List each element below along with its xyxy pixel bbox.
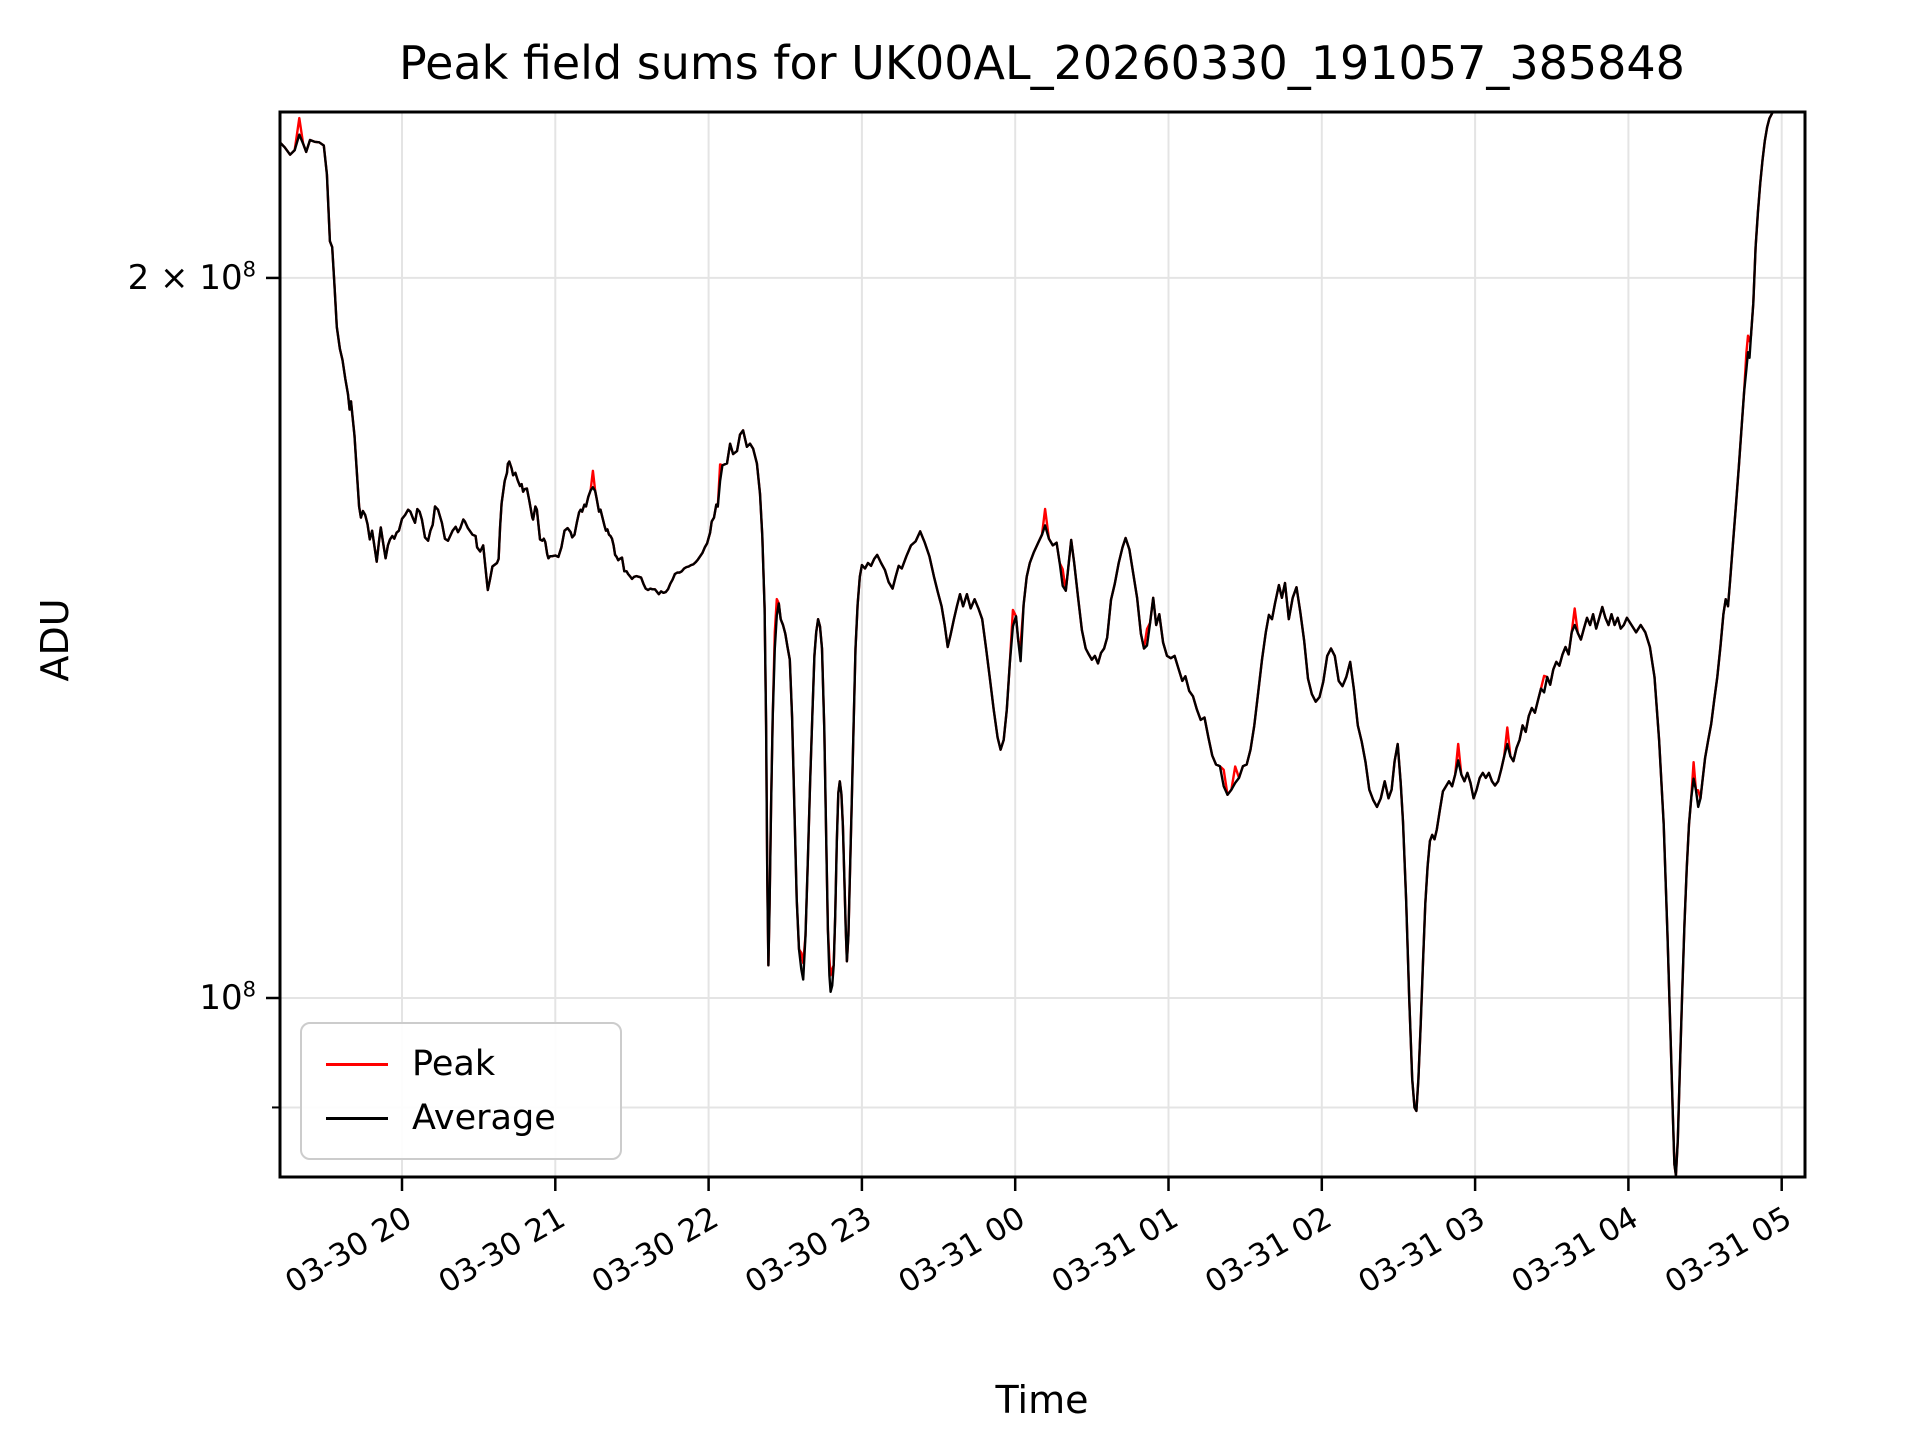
x-tick-label: 03-31 01 <box>1046 1200 1185 1301</box>
legend-item-average: Average <box>326 1098 596 1138</box>
x-tick-label: 03-30 20 <box>279 1200 418 1301</box>
y-axis-label: ADU <box>33 598 77 682</box>
plot-border <box>278 110 1807 1179</box>
legend-line-average-icon <box>326 1116 388 1120</box>
legend-label-peak: Peak <box>412 1044 496 1084</box>
series-peak <box>281 112 1776 1177</box>
x-axis-label: Time <box>995 1378 1089 1422</box>
y-tick-label-2e8: 2 × 108 <box>127 256 256 298</box>
x-tick-label: 03-31 05 <box>1659 1200 1798 1301</box>
x-tick-label: 03-31 00 <box>892 1200 1031 1301</box>
legend: Peak Average <box>300 1022 622 1160</box>
chart-title: Peak field sums for UK00AL_20260330_1910… <box>399 36 1685 90</box>
legend-label-average: Average <box>412 1098 556 1138</box>
legend-item-peak: Peak <box>326 1044 596 1084</box>
x-tick-label: 03-31 02 <box>1199 1200 1338 1301</box>
y-tick-label-1e8: 108 <box>199 976 256 1018</box>
x-tick-label: 03-30 23 <box>739 1200 878 1301</box>
legend-line-peak-icon <box>326 1062 388 1066</box>
x-tick-label: 03-30 22 <box>586 1200 725 1301</box>
x-tick-label: 03-30 21 <box>433 1200 572 1301</box>
series-average <box>281 112 1776 1177</box>
x-tick-label: 03-31 03 <box>1352 1200 1491 1301</box>
x-tick-label: 03-31 04 <box>1506 1200 1645 1301</box>
